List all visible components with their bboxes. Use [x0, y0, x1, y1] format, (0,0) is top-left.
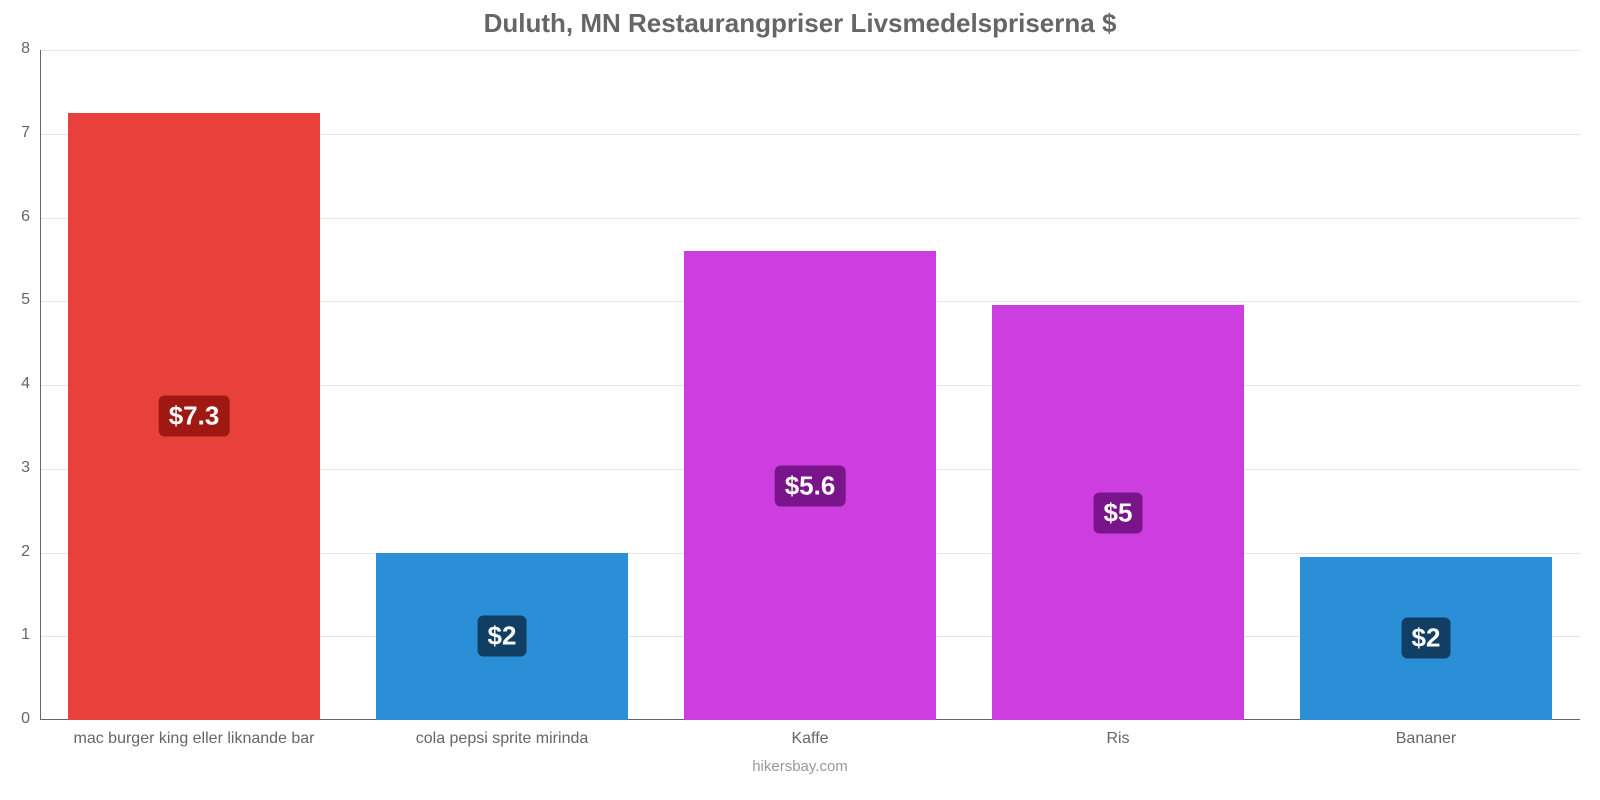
y-tick-label: 2: [0, 543, 30, 561]
bar-value-label: $2: [1402, 618, 1451, 659]
y-tick-label: 5: [0, 291, 30, 309]
category-label: Bananer: [1396, 730, 1457, 748]
bar-value-label: $5: [1094, 492, 1143, 533]
chart-credit: hikersbay.com: [0, 758, 1600, 775]
category-label: cola pepsi sprite mirinda: [416, 730, 589, 748]
plot-area: 012345678$7.3mac burger king eller likna…: [40, 50, 1580, 720]
y-tick-label: 6: [0, 208, 30, 226]
gridline: [41, 50, 1580, 51]
bar-value-label: $7.3: [159, 396, 230, 437]
category-label: Kaffe: [791, 730, 828, 748]
y-tick-label: 1: [0, 626, 30, 644]
category-label: Ris: [1106, 730, 1129, 748]
y-axis-line: [40, 50, 41, 720]
chart-title: Duluth, MN Restaurangpriser Livsmedelspr…: [0, 8, 1600, 39]
bar-value-label: $5.6: [775, 465, 846, 506]
y-tick-label: 3: [0, 459, 30, 477]
category-label: mac burger king eller liknande bar: [73, 730, 314, 748]
y-tick-label: 4: [0, 375, 30, 393]
y-tick-label: 0: [0, 710, 30, 728]
bar-value-label: $2: [478, 616, 527, 657]
y-tick-label: 8: [0, 40, 30, 58]
price-bar-chart: Duluth, MN Restaurangpriser Livsmedelspr…: [0, 0, 1600, 800]
y-tick-label: 7: [0, 124, 30, 142]
